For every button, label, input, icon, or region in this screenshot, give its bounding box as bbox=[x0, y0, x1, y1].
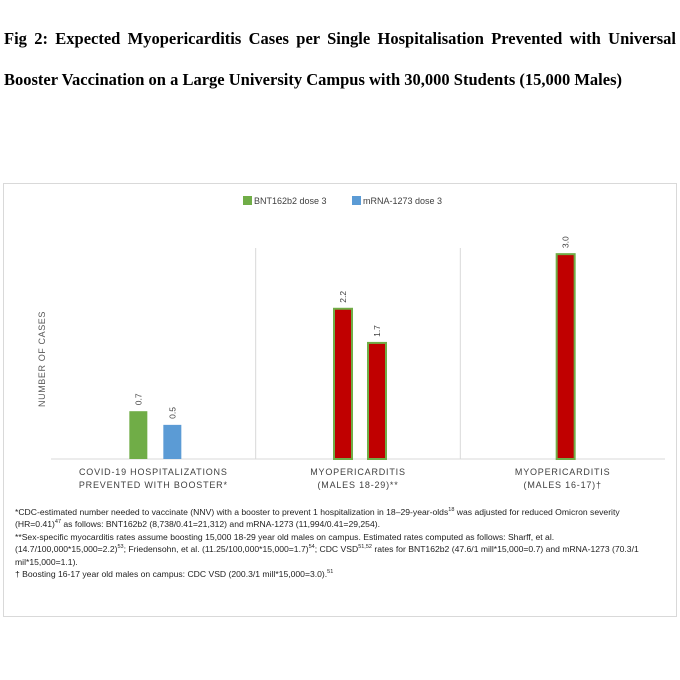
bar-series2-cat2 bbox=[367, 341, 387, 461]
footnote-1: *CDC-estimated number needed to vaccinat… bbox=[15, 507, 620, 530]
data-label-series1-cat1: 0.7 bbox=[133, 393, 143, 405]
data-label-series2-cat1: 0.5 bbox=[167, 407, 177, 419]
legend-swatch-2 bbox=[352, 196, 361, 205]
y-axis-label: NUMBER OF CASES bbox=[37, 311, 47, 407]
data-label-series2-cat2: 1.7 bbox=[372, 325, 382, 337]
x-tick-label-2-line1: MYOPERICARDITIS bbox=[310, 467, 406, 477]
x-tick-label-3-line1: MYOPERICARDITIS bbox=[515, 467, 611, 477]
x-tick-label-2-line2: (MALES 18-29)** bbox=[317, 480, 398, 490]
bar-chart: NUMBER OF CASES BNT162b2 dose 3 mRNA-1273 … bbox=[37, 196, 665, 490]
chart-container: NUMBER OF CASES BNT162b2 dose 3 mRNA-1273 … bbox=[3, 183, 677, 617]
x-tick-label-1-line2: PREVENTED WITH BOOSTER* bbox=[79, 480, 228, 490]
x-tick-label-1-line1: COVID-19 HOSPITALIZATIONS bbox=[79, 467, 228, 477]
chart-footnotes: *CDC-estimated number needed to vaccinat… bbox=[15, 506, 665, 580]
bar-series1-cat2 bbox=[333, 307, 353, 461]
legend-label-1: BNT162b2 dose 3 bbox=[254, 196, 327, 206]
bar-series1-cat3 bbox=[555, 253, 576, 461]
footnote-2: **Sex-specific myocarditis rates assume … bbox=[15, 531, 639, 567]
legend-swatch-1 bbox=[243, 196, 252, 205]
legend-label-2: mRNA-1273 dose 3 bbox=[363, 196, 442, 206]
bar-series1-cat1 bbox=[129, 411, 148, 459]
figure-title: Fig 2: Expected Myopericarditis Cases pe… bbox=[4, 29, 676, 89]
x-tick-label-3-line2: (MALES 16-17)† bbox=[524, 480, 602, 490]
bar-series2-cat1 bbox=[163, 424, 182, 459]
data-label-series1-cat2: 2.2 bbox=[338, 291, 348, 303]
data-label-series1-cat3: 3.0 bbox=[561, 236, 571, 248]
footnote-3: † Boosting 16-17 year old males on campu… bbox=[15, 569, 334, 580]
